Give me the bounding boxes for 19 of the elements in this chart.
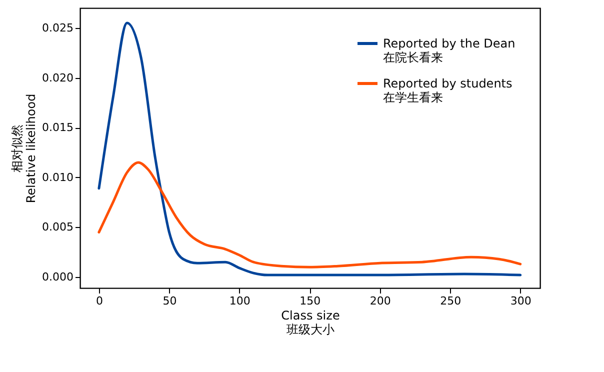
y-tick-label: 0.010 — [42, 170, 74, 184]
y-tick-label: 0.000 — [42, 270, 74, 284]
y-tick-label: 0.020 — [42, 71, 74, 84]
x-tick-label: 250 — [440, 294, 462, 308]
x-tick-label: 300 — [510, 294, 532, 308]
line-series — [98, 161, 522, 268]
x-axis-title: Class size 班级大小 — [281, 308, 340, 336]
legend-label: Reported by the Dean 在院长看来 — [383, 36, 516, 64]
y-tick-label: 0.015 — [42, 121, 74, 134]
y-tick-label: 0.005 — [42, 220, 74, 234]
x-tick-label: 100 — [229, 294, 250, 308]
y-tick-label: 0.025 — [42, 21, 74, 34]
legend-label: Reported by students 在学生看来 — [383, 76, 512, 104]
line-series — [98, 22, 522, 276]
x-tick-label: 50 — [162, 294, 177, 308]
x-tick-label: 0 — [96, 294, 103, 308]
x-tick-label: 150 — [300, 294, 321, 308]
y-axis-title: 相对似然 Relative likelihood — [10, 94, 38, 204]
x-tick-label: 200 — [370, 294, 391, 308]
